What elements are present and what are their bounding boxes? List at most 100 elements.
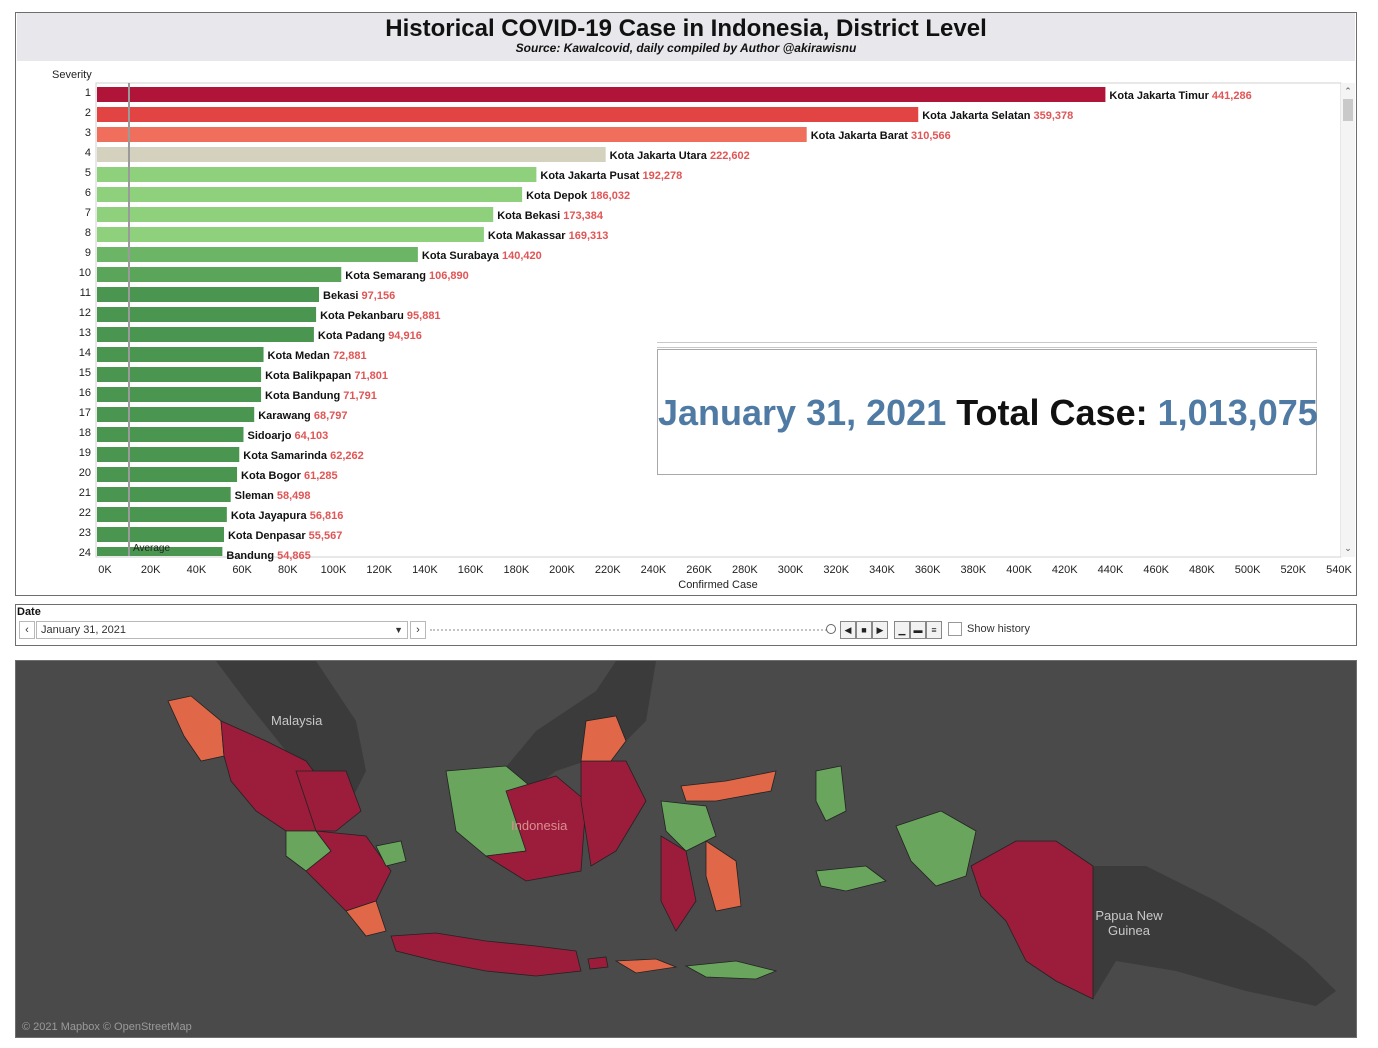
bar[interactable]: [97, 127, 807, 142]
bar[interactable]: [97, 447, 240, 462]
bar-label: Kota Medan 72,881: [268, 350, 367, 362]
bar-row[interactable]: 8 Kota Makassar 169,313: [85, 227, 609, 242]
region-ntt[interactable]: [684, 960, 778, 980]
bar-row[interactable]: 16 Kota Bandung 71,791: [79, 387, 377, 402]
bar[interactable]: [97, 427, 244, 442]
bar-row[interactable]: 6 Kota Depok 186,032: [85, 187, 630, 202]
region-west-papua[interactable]: [895, 810, 977, 887]
bar-row[interactable]: 7 Kota Bekasi 173,384: [85, 207, 604, 222]
bar-row[interactable]: 14 Kota Medan 72,881: [79, 347, 367, 362]
bar[interactable]: [97, 287, 320, 302]
bar[interactable]: [97, 507, 227, 522]
speed-slow-button[interactable]: ▁: [894, 621, 910, 639]
previous-date-button[interactable]: ‹: [19, 621, 35, 639]
bar-row[interactable]: 4 Kota Jakarta Utara 222,602: [85, 147, 750, 162]
region-east-kalimantan[interactable]: [580, 760, 647, 867]
bar-row[interactable]: 12 Kota Pekanbaru 95,881: [79, 307, 441, 322]
region-bali[interactable]: [587, 956, 609, 970]
bar[interactable]: [97, 207, 494, 222]
bar-value: 169,313: [569, 230, 609, 242]
region-southeast-sulawesi[interactable]: [705, 840, 742, 912]
bar-row[interactable]: 21 Sleman 58,498: [79, 487, 311, 502]
region-north-sulawesi[interactable]: [680, 770, 777, 802]
bar[interactable]: [97, 487, 231, 502]
region-java[interactable]: [390, 932, 582, 977]
bar-row[interactable]: 5 Kota Jakarta Pusat 192,278: [85, 167, 682, 182]
bar[interactable]: [97, 347, 264, 362]
bar[interactable]: [97, 87, 1106, 102]
play-button[interactable]: ▶: [872, 621, 888, 639]
bar-row[interactable]: 2 Kota Jakarta Selatan 359,378: [85, 107, 1073, 122]
bar-row[interactable]: 3 Kota Jakarta Barat 310,566: [85, 127, 951, 142]
region-central-kalimantan[interactable]: [484, 775, 587, 882]
scrollbar-thumb[interactable]: [1343, 99, 1353, 121]
region-lampung[interactable]: [345, 900, 387, 937]
date-select[interactable]: January 31, 2021 ▼: [36, 621, 408, 639]
bar-name: Sidoarjo: [247, 430, 294, 442]
bar[interactable]: [97, 467, 238, 482]
bar[interactable]: [97, 327, 314, 342]
date-slider-thumb[interactable]: [826, 624, 836, 634]
png-landmass: [1093, 866, 1336, 1006]
bar[interactable]: [97, 267, 342, 282]
bar-row[interactable]: 20 Kota Bogor 61,285: [79, 467, 338, 482]
date-select-value: January 31, 2021: [41, 624, 127, 636]
bar[interactable]: [97, 227, 484, 242]
next-date-button[interactable]: ›: [410, 621, 426, 639]
region-north-kalimantan[interactable]: [580, 715, 627, 762]
bar[interactable]: [97, 247, 418, 262]
bar-row[interactable]: 24 Bandung 54,865: [79, 547, 311, 562]
scroll-down-icon[interactable]: ⌄: [1344, 544, 1352, 554]
bar-label: Kota Samarinda 62,262: [243, 450, 363, 462]
bar[interactable]: [97, 387, 262, 402]
x-tick-label: 260K: [686, 564, 712, 576]
region-riau[interactable]: [295, 770, 362, 832]
speed-fast-button[interactable]: ≡: [926, 621, 942, 639]
bar-row[interactable]: 15 Kota Balikpapan 71,801: [79, 367, 388, 382]
show-history-checkbox[interactable]: [948, 622, 962, 636]
speed-medium-button[interactable]: ▬: [910, 621, 926, 639]
bar-name: Kota Samarinda: [243, 450, 330, 462]
bar-row[interactable]: 17 Karawang 68,797: [79, 407, 348, 422]
bar[interactable]: [97, 187, 523, 202]
borneo-north: [486, 661, 656, 801]
bar-label: Kota Denpasar 55,567: [228, 530, 342, 542]
bar[interactable]: [97, 107, 919, 122]
bar-label: Kota Depok 186,032: [526, 190, 630, 202]
region-bangka[interactable]: [375, 840, 407, 867]
bar-name: Bekasi: [323, 290, 362, 302]
bar-name: Kota Jakarta Selatan: [922, 110, 1033, 122]
bar-row[interactable]: 13 Kota Padang 94,916: [79, 327, 422, 342]
bar[interactable]: [97, 147, 606, 162]
bar[interactable]: [97, 407, 255, 422]
bar-row[interactable]: 19 Kota Samarinda 62,262: [79, 447, 364, 462]
scroll-up-icon[interactable]: ⌃: [1344, 87, 1352, 97]
step-back-button[interactable]: ◀: [840, 621, 856, 639]
bar-row[interactable]: 1 Kota Jakarta Timur 441,286: [85, 87, 1252, 102]
map-canvas[interactable]: [16, 661, 1356, 1037]
region-north-maluku[interactable]: [815, 765, 847, 822]
pause-button[interactable]: ■: [856, 621, 872, 639]
region-ntb[interactable]: [614, 958, 678, 974]
bar[interactable]: [97, 307, 317, 322]
region-papua[interactable]: [970, 840, 1094, 1000]
date-slider-track[interactable]: [430, 629, 830, 631]
rank-label: 6: [85, 187, 91, 199]
bar[interactable]: [97, 527, 224, 542]
bar[interactable]: [97, 547, 223, 556]
scrollbar-track[interactable]: [1341, 83, 1355, 557]
map-attribution[interactable]: © 2021 Mapbox © OpenStreetMap: [22, 1021, 192, 1033]
bar-row[interactable]: 11 Bekasi 97,156: [80, 287, 396, 302]
bar[interactable]: [97, 167, 537, 182]
bar-row[interactable]: 10 Kota Semarang 106,890: [79, 267, 469, 282]
bar-row[interactable]: 23 Kota Denpasar 55,567: [79, 527, 343, 542]
indonesia-map[interactable]: Malaysia Indonesia Papua New Guinea © 20…: [15, 660, 1357, 1038]
region-south-sulawesi[interactable]: [660, 835, 697, 932]
region-central-sulawesi[interactable]: [660, 800, 717, 852]
region-aceh[interactable]: [167, 695, 225, 762]
bar-row[interactable]: 18 Sidoarjo 64,103: [79, 427, 328, 442]
bar-row[interactable]: 9 Kota Surabaya 140,420: [85, 247, 542, 262]
region-maluku[interactable]: [815, 865, 887, 892]
bar[interactable]: [97, 367, 262, 382]
bar-row[interactable]: 22 Kota Jayapura 56,816: [79, 507, 344, 522]
